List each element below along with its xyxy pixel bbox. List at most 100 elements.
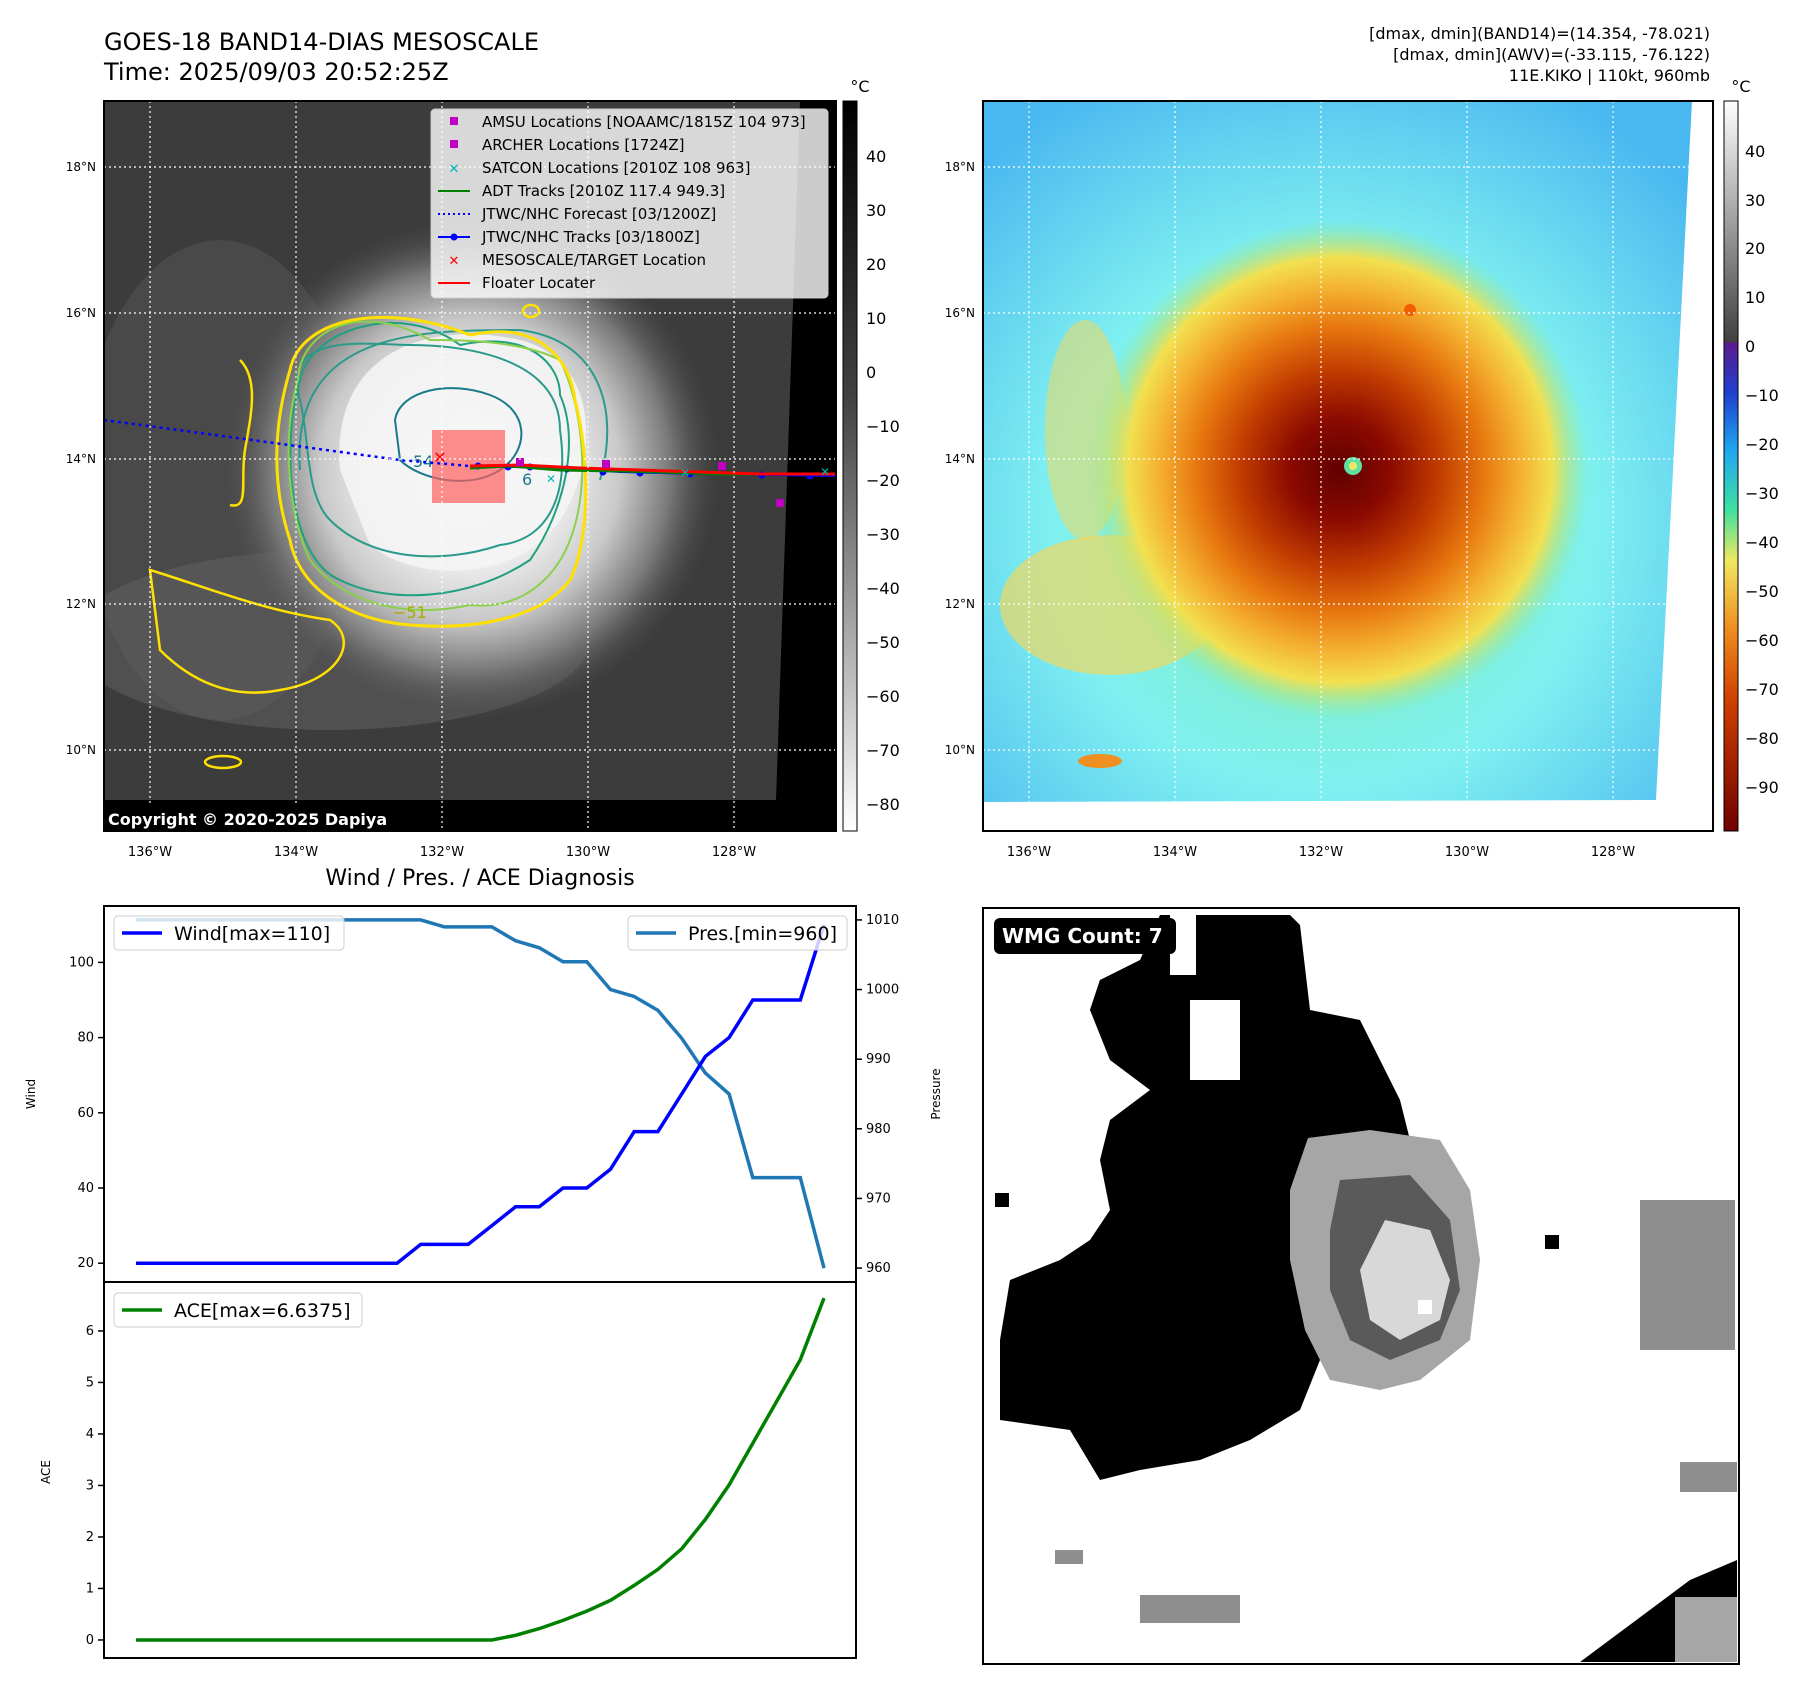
wv-lat-label-14n: 14°N <box>945 452 975 466</box>
satcon-points: ✕ ✕ ✕ <box>546 465 830 486</box>
legend-label-floater: Floater Locater <box>482 274 596 292</box>
ir-contour-green <box>287 320 584 611</box>
legend-marker-satcon: ✕ <box>449 162 460 177</box>
wv-cbar-tick-m20: −20 <box>1745 435 1779 454</box>
legend-label-tracks: JTWC/NHC Tracks [03/1800Z] <box>481 228 700 246</box>
wv-cbar-tick-10: 10 <box>1745 288 1765 307</box>
ir-lon-labels: 136°W 134°W 132°W 130°W 128°W <box>128 845 756 860</box>
pressure-tick-label-980: 980 <box>866 1122 891 1137</box>
pressure-legend-box <box>627 915 848 951</box>
ir-cbar-tick-m40: −40 <box>866 579 900 598</box>
wmg-southeast-gray <box>1675 1597 1737 1662</box>
ir-map-panel: 54 6 −51 ✕ ✕ ✕ ✕ <box>66 77 900 860</box>
svg-text:✕: ✕ <box>546 472 556 486</box>
wv-colorbar-unit: °C <box>1731 77 1750 96</box>
ace-legend: ACE[max=6.6375] <box>113 1292 363 1328</box>
svg-text:✕: ✕ <box>820 465 830 479</box>
ir-cbar-tick-20: 20 <box>866 255 886 274</box>
ir-lat-label-10n: 10°N <box>66 743 96 757</box>
wv-colorbar-ticks: 40 30 20 10 0 −10 −20 −30 −40 −50 −60 −7… <box>1745 142 1779 797</box>
pressure-tick-label-1010: 1010 <box>866 913 899 928</box>
wind-tick-label-40: 40 <box>77 1181 94 1196</box>
ir-cbar-tick-m60: −60 <box>866 687 900 706</box>
amsu-archer-points <box>516 458 784 507</box>
wmg-count-badge <box>994 918 1176 954</box>
pressure-axis-label: Pressure <box>929 1068 943 1119</box>
legend-marker-archer <box>450 140 458 148</box>
ace-series-line <box>136 1297 826 1642</box>
wv-cbar-tick-m10: −10 <box>1745 386 1779 405</box>
ir-cbar-tick-10: 10 <box>866 309 886 328</box>
wv-lat-label-10n: 10°N <box>945 743 975 757</box>
legend-label-target: MESOSCALE/TARGET Location <box>482 251 706 269</box>
ace-legend-box <box>113 1292 363 1328</box>
ace-tick-label-1: 1 <box>86 1581 94 1596</box>
ir-cbar-tick-40: 40 <box>866 147 886 166</box>
wv-lon-label-128w: 128°W <box>1591 845 1635 860</box>
wv-lat-label-12n: 12°N <box>945 597 975 611</box>
ir-contour-mid <box>296 342 564 558</box>
ir-lon-label-128w: 128°W <box>712 845 756 860</box>
pressure-tick-label-990: 990 <box>866 1052 891 1067</box>
chart-title: Wind / Pres. / ACE Diagnosis <box>325 866 634 891</box>
ir-colorbar-ticks: 40 30 20 10 0 −10 −20 −30 −40 −50 −60 −7… <box>866 147 900 814</box>
legend-label-adt: ADT Tracks [2010Z 117.4 949.3] <box>482 182 725 200</box>
ir-lon-label-132w: 132°W <box>420 845 464 860</box>
ace-tick-label-0: 0 <box>86 1633 94 1648</box>
wmg-frame <box>982 907 1740 1665</box>
legend-label-amsu: AMSU Locations [NOAAMC/1815Z 104 973] <box>482 113 806 131</box>
wv-eye-center <box>1349 462 1357 470</box>
wmg-panel: WMG Count: 7 <box>982 907 1740 1665</box>
pressure-tick-label-1000: 1000 <box>866 983 899 998</box>
wind-legend-label: Wind[max=110] <box>174 923 330 945</box>
ace-tick-label-5: 5 <box>86 1375 94 1390</box>
wv-lat-label-16n: 16°N <box>945 306 975 320</box>
wmg-cold-arc <box>1090 960 1190 1040</box>
ace-tick-label-3: 3 <box>86 1478 94 1493</box>
pressure-tick-label-960: 960 <box>866 1261 891 1276</box>
wind-legend-box <box>113 915 345 951</box>
wmg-south-gray-small <box>1055 1550 1083 1564</box>
legend-marker-amsu <box>450 117 458 125</box>
wmg-east-gray-top <box>1672 1205 1700 1230</box>
figure-title: GOES-18 BAND14-DIAS MESOSCALE <box>104 28 539 56</box>
stats-band14: [dmax, dmin](BAND14)=(14.354, -78.021) <box>1369 24 1710 43</box>
ir-lon-label-136w: 136°W <box>128 845 172 860</box>
contour-label-minus-51: −51 <box>393 603 427 622</box>
wmg-pixel-field <box>995 915 1737 1662</box>
wmg-isolated-pixel-east <box>1545 1235 1559 1249</box>
legend-marker-tracks-dot <box>450 233 458 241</box>
ir-cbar-tick-m70: −70 <box>866 741 900 760</box>
wv-cell-north <box>1404 304 1416 316</box>
wv-cbar-tick-m80: −80 <box>1745 729 1779 748</box>
legend-label-archer: ARCHER Locations [1724Z] <box>482 136 685 154</box>
legend-marker-target: ✕ <box>449 254 460 269</box>
ir-contour-yellow <box>275 316 588 628</box>
forecast-track <box>104 418 471 468</box>
legend-box <box>430 108 829 299</box>
ace-axes <box>103 1281 857 1659</box>
wind-pressure-axes <box>103 905 857 1283</box>
track-legend: AMSU Locations [NOAAMC/1815Z 104 973] AR… <box>430 108 829 299</box>
wv-cbar-tick-20: 20 <box>1745 239 1765 258</box>
ir-map-frame <box>103 100 837 832</box>
wmg-eye-center <box>1418 1300 1432 1314</box>
pressure-legend: Pres.[min=960] <box>627 915 848 951</box>
ir-contour-yellow-rainband <box>148 568 345 694</box>
wv-cbar-tick-40: 40 <box>1745 142 1765 161</box>
ir-colorbar <box>842 100 858 832</box>
wmg-gap-west <box>1190 1000 1240 1080</box>
wmg-isolated-pixel <box>995 1193 1009 1207</box>
wv-cbar-tick-m30: −30 <box>1745 484 1779 503</box>
wv-gridlines <box>983 101 1713 831</box>
copyright-text: Copyright © 2020-2025 Dapiya <box>108 810 387 829</box>
wv-colorbar <box>1723 100 1739 832</box>
ir-cbar-tick-m80: −80 <box>866 795 900 814</box>
ir-lon-label-134w: 134°W <box>274 845 318 860</box>
ir-lat-label-16n: 16°N <box>66 306 96 320</box>
mesoscale-target-marker: ✕ <box>433 448 446 467</box>
storm-info: 11E.KIKO | 110kt, 960mb <box>1509 66 1710 85</box>
diagnosis-chart: Wind / Pres. / ACE Diagnosis 20406080100… <box>24 866 943 1659</box>
wmg-count-label: WMG Count: 7 <box>1002 924 1163 948</box>
ir-cbar-tick-m50: −50 <box>866 633 900 652</box>
